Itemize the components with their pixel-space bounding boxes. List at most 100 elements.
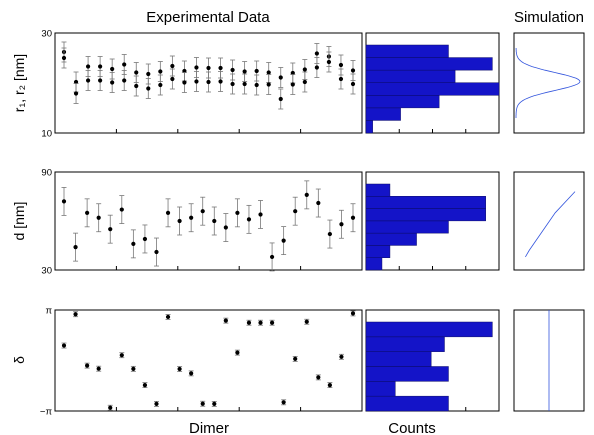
data-point	[146, 86, 151, 91]
data-point	[327, 231, 332, 237]
data-point	[269, 254, 275, 260]
counts-axis-label: Counts	[388, 420, 436, 435]
data-point	[235, 350, 240, 355]
data-point	[61, 199, 67, 204]
data-point	[165, 210, 171, 215]
data-point	[85, 64, 91, 69]
data-point	[154, 401, 159, 407]
data-point	[246, 217, 252, 222]
data-point	[338, 62, 344, 68]
data-point	[96, 366, 101, 371]
data-point	[339, 354, 344, 359]
data-point	[61, 343, 67, 348]
chart-marks: 10 30 30 90 π −π	[40, 29, 581, 418]
data-point	[73, 245, 78, 250]
dimer-axis-label: Dimer	[189, 420, 229, 435]
data-point	[293, 209, 298, 214]
data-point	[302, 79, 307, 85]
data-point	[269, 320, 275, 325]
data-point	[316, 375, 321, 380]
data-point	[189, 215, 194, 220]
data-point	[98, 64, 103, 69]
data-point	[293, 356, 298, 361]
data-point	[85, 363, 90, 368]
y-axis-label-r: r₁, r₂ [nm]	[11, 54, 27, 112]
histogram-bar	[365, 257, 383, 271]
histogram-bar	[365, 220, 449, 234]
scatter-frame-delta	[54, 309, 363, 412]
histogram-bar	[365, 395, 449, 412]
data-point	[194, 79, 199, 84]
simulation-curve	[525, 191, 576, 258]
scatter-frame-d	[54, 171, 363, 271]
histogram-bar	[365, 381, 396, 397]
data-point	[131, 366, 136, 371]
data-point	[134, 70, 139, 75]
histogram-bar	[365, 107, 401, 121]
data-point	[314, 65, 319, 70]
y-tick-label: 90	[41, 168, 52, 179]
data-point	[254, 68, 259, 74]
data-point	[304, 192, 309, 197]
scatter-frame-r	[54, 32, 363, 134]
data-point	[230, 81, 235, 87]
data-point	[266, 82, 271, 87]
data-point	[212, 218, 217, 224]
histogram-bar	[365, 245, 391, 258]
data-point	[218, 79, 223, 84]
histogram-bar	[365, 321, 493, 338]
data-point	[170, 63, 175, 69]
data-point	[110, 80, 115, 85]
histogram-bar	[365, 336, 445, 352]
data-point	[242, 69, 247, 74]
histogram-bar	[365, 82, 500, 96]
data-point	[350, 311, 356, 316]
data-point	[73, 312, 78, 317]
simulation-header: Simulation	[514, 9, 584, 26]
y-tick-label: 30	[41, 266, 52, 277]
y-tick-label: 30	[41, 29, 52, 40]
histogram-bar	[365, 196, 486, 209]
data-point	[158, 82, 163, 88]
data-point	[108, 227, 113, 232]
data-point	[85, 210, 90, 215]
data-point	[230, 67, 235, 73]
data-point	[281, 238, 286, 243]
data-point	[146, 71, 151, 77]
data-point	[302, 67, 307, 72]
data-point	[258, 320, 263, 325]
data-point	[206, 65, 211, 71]
panel-d: d [nm]	[11, 171, 585, 271]
data-point	[278, 96, 283, 102]
data-point	[350, 68, 356, 73]
data-point	[316, 200, 321, 206]
data-point	[218, 65, 223, 71]
data-point	[182, 68, 187, 74]
panel-r: r₁, r₂ [nm]	[11, 32, 585, 134]
data-point	[96, 215, 101, 220]
data-point	[246, 320, 252, 325]
data-point	[194, 65, 199, 70]
data-point	[73, 79, 79, 85]
y-axis-label-d: d [nm]	[11, 202, 27, 241]
y-tick-label: π	[45, 306, 52, 317]
data-point	[122, 62, 127, 67]
histogram-bar	[365, 69, 456, 83]
data-point	[326, 59, 332, 65]
data-point	[177, 218, 182, 224]
data-point	[61, 55, 67, 61]
data-point	[122, 78, 127, 83]
data-point	[98, 78, 103, 83]
data-point	[206, 79, 211, 85]
data-point	[223, 318, 228, 323]
data-point	[278, 75, 283, 80]
experimental-data-header: Experimental Data	[146, 9, 270, 26]
data-point	[258, 212, 263, 217]
data-point	[182, 80, 187, 85]
simulation-frame-r	[513, 32, 585, 134]
data-point	[154, 249, 159, 255]
histogram-bar	[365, 95, 440, 109]
histogram-bar	[365, 208, 486, 222]
data-point	[212, 401, 217, 407]
data-point	[200, 401, 205, 406]
